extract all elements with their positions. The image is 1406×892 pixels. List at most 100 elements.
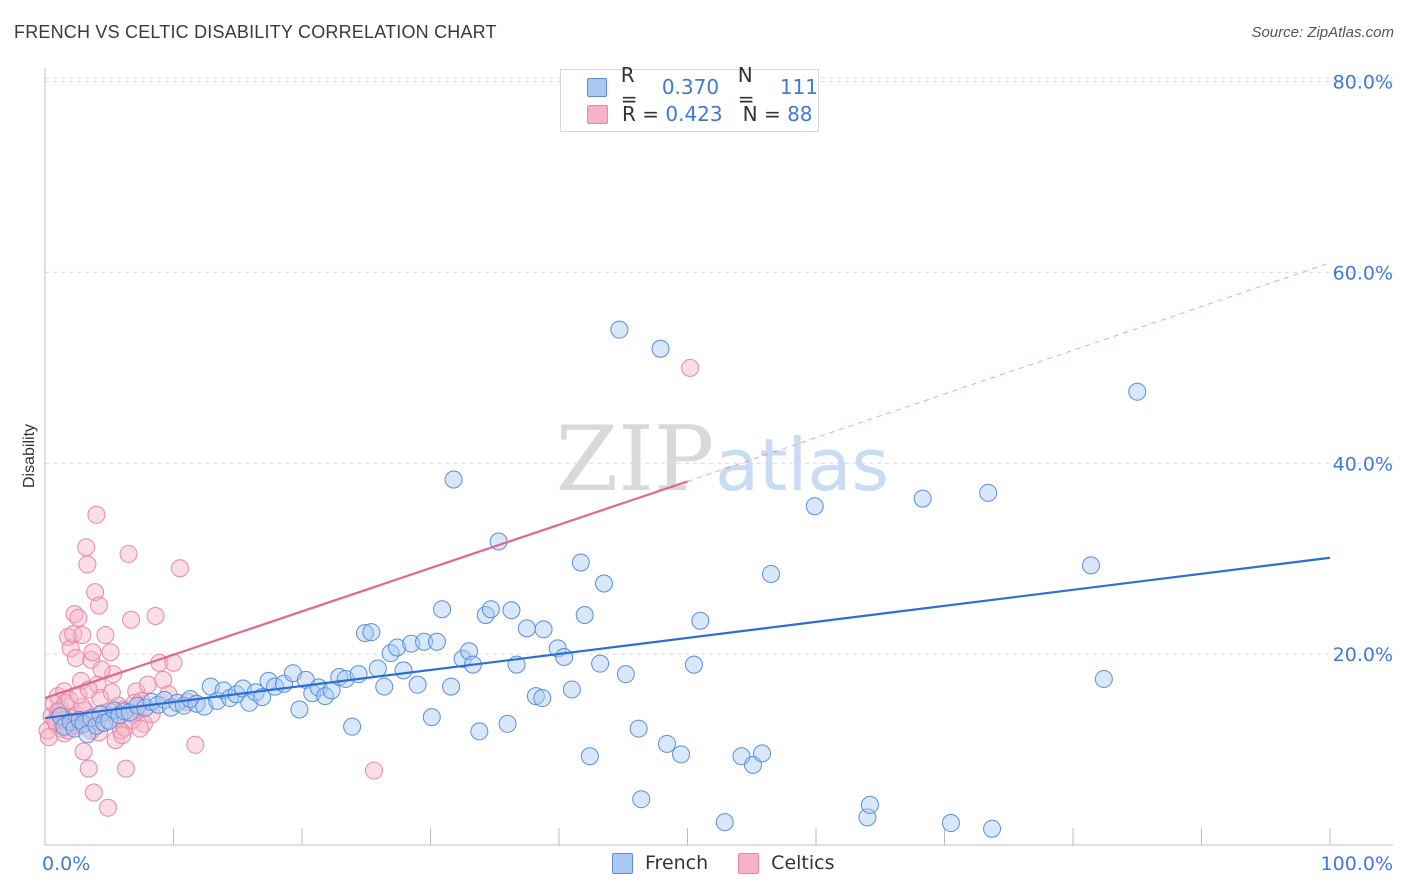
celtics-point: [106, 731, 125, 750]
french-point: [444, 470, 463, 489]
french-point: [715, 813, 734, 832]
french-point: [442, 677, 461, 696]
french-point: [632, 790, 651, 809]
french-point: [684, 655, 703, 674]
french-point: [355, 624, 374, 643]
celtics-point: [61, 639, 80, 658]
french-point: [941, 814, 960, 833]
french-point: [517, 619, 536, 638]
french-point: [657, 734, 676, 753]
x-tick-labels: 0.0% 100.0%: [42, 853, 1393, 875]
chart-title: FRENCH VS CELTIC DISABILITY CORRELATION …: [14, 22, 497, 42]
legend-r-label: R =: [620, 63, 638, 111]
french-point: [375, 677, 394, 696]
french-point: [394, 661, 413, 680]
correlation-legend: R = 0.370 N = 111 R = 0.423 N = 88: [560, 63, 819, 132]
french-point: [610, 320, 629, 339]
french-point: [470, 722, 489, 741]
watermark: ZIP atlas: [556, 407, 889, 512]
y-tick-labels: 20.0% 40.0% 60.0% 80.0%: [1333, 72, 1393, 667]
french-point: [555, 647, 574, 666]
french-point: [498, 714, 517, 733]
celtics-swatch-icon: [587, 104, 608, 124]
french-point: [1081, 556, 1100, 575]
celtics-point: [78, 555, 97, 574]
celtics-point: [119, 544, 138, 563]
legend-r-label: R =: [622, 102, 660, 126]
celtics-point: [64, 625, 83, 644]
legend-r-value: 0.370: [661, 75, 720, 99]
celtics-point: [89, 596, 108, 615]
celtics-point: [74, 742, 93, 761]
celtics-point: [101, 643, 120, 662]
french-point: [913, 489, 932, 508]
french-point: [753, 744, 772, 763]
french-point: [427, 632, 446, 651]
celtics-trend-extension: [687, 262, 1331, 482]
french-point: [362, 623, 381, 642]
celtics-point: [116, 759, 135, 778]
french-point: [691, 611, 710, 630]
celtics-point: [69, 608, 88, 627]
french-point: [533, 689, 552, 708]
celtics-point: [79, 759, 98, 778]
celtics-trend-line: [44, 480, 688, 700]
french-point: [368, 659, 387, 678]
celtics-point: [146, 606, 165, 625]
celtics-point: [87, 505, 106, 524]
celtics-point: [66, 648, 85, 667]
french-point: [805, 497, 824, 516]
celtics-point: [77, 538, 96, 557]
french-point: [502, 601, 521, 620]
celtics-point: [88, 675, 107, 694]
legend-r-value: 0.423: [665, 102, 723, 126]
celtics-point: [84, 783, 103, 802]
x-tick-label: 100.0%: [1321, 853, 1393, 875]
celtics-point: [39, 728, 58, 747]
celtics-points: [38, 358, 700, 817]
french-point: [580, 747, 599, 766]
series-legend: French Celtics: [612, 852, 864, 874]
french-trend-line: [44, 556, 1331, 720]
celtics-point: [681, 358, 700, 377]
legend-n-value: 88: [787, 102, 813, 126]
source-label: Source: ZipAtlas.com: [1251, 24, 1394, 41]
french-point: [1128, 382, 1147, 401]
celtics-point: [122, 610, 141, 629]
legend-row-french: R = 0.370 N = 111: [587, 63, 818, 111]
x-tick-label: 0.0%: [42, 853, 90, 875]
legend-item-french: French: [612, 852, 708, 874]
french-point: [1094, 669, 1113, 688]
french-point: [616, 665, 635, 684]
french-point: [534, 620, 553, 639]
legend-label-celtics: Celtics: [771, 852, 835, 874]
french-point: [476, 606, 495, 625]
axes: [44, 68, 1393, 846]
french-swatch-icon: [587, 77, 607, 97]
legend-n-label: N =: [742, 102, 781, 126]
french-points: [51, 320, 1147, 838]
grid-lines: [45, 77, 1393, 655]
y-tick-label: 60.0%: [1333, 262, 1393, 284]
french-point: [453, 649, 472, 668]
french-swatch-icon: [612, 852, 633, 874]
celtics-point: [86, 583, 105, 602]
french-point: [433, 600, 452, 619]
french-point: [415, 632, 434, 651]
celtics-point: [131, 719, 150, 738]
celtics-point: [186, 735, 205, 754]
y-axis-label: Disability: [21, 424, 38, 488]
french-point: [983, 819, 1002, 838]
french-point: [290, 700, 309, 719]
french-point: [388, 638, 407, 657]
celtics-point: [364, 761, 383, 780]
celtics-point: [96, 626, 115, 645]
celtics-point: [59, 627, 78, 646]
legend-n-label: N =: [737, 63, 755, 111]
french-point: [860, 795, 879, 814]
celtics-point: [113, 726, 132, 745]
legend-n-value: 111: [779, 75, 818, 99]
french-point: [253, 688, 272, 707]
celtics-point: [127, 682, 146, 701]
